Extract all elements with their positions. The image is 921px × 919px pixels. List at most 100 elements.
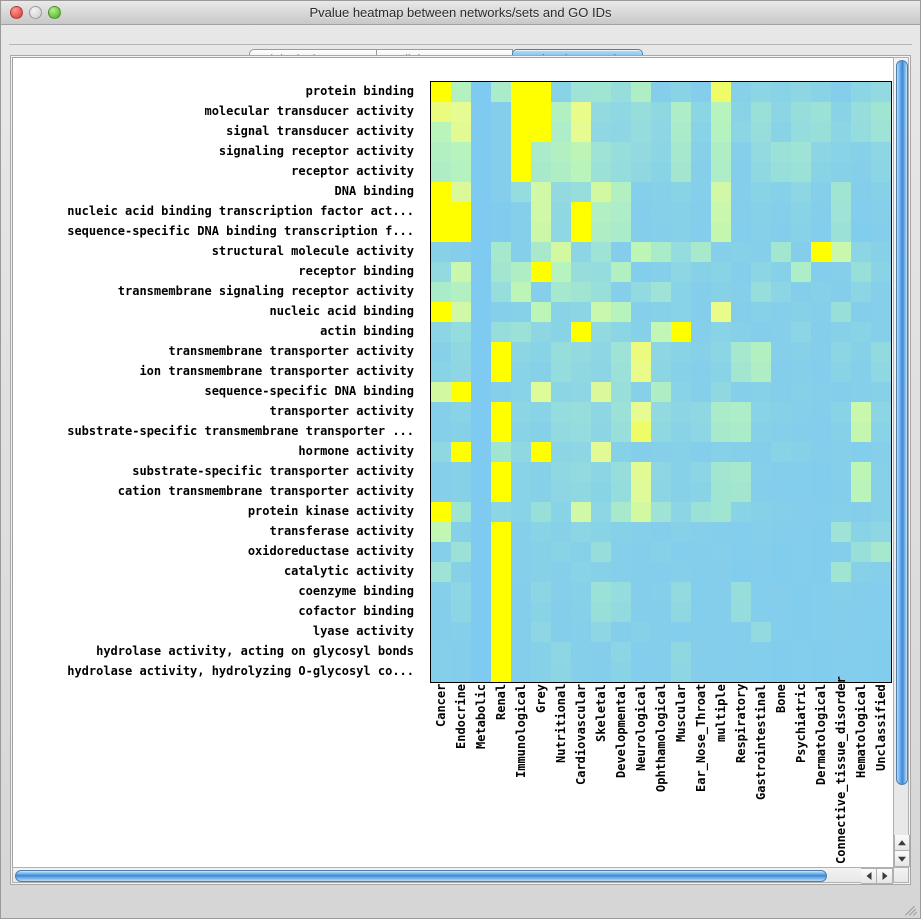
heatmap-cell[interactable] <box>631 122 651 142</box>
heatmap-cell[interactable] <box>711 122 731 142</box>
heatmap-cell[interactable] <box>491 82 511 102</box>
heatmap-cell[interactable] <box>431 502 451 522</box>
heatmap-cell[interactable] <box>791 582 811 602</box>
heatmap-cell[interactable] <box>831 282 851 302</box>
heatmap-cell[interactable] <box>791 402 811 422</box>
heatmap-cell[interactable] <box>811 562 831 582</box>
heatmap-cell[interactable] <box>831 142 851 162</box>
heatmap-cell[interactable] <box>691 382 711 402</box>
heatmap-cell[interactable] <box>651 582 671 602</box>
heatmap-cell[interactable] <box>651 342 671 362</box>
heatmap-cell[interactable] <box>751 242 771 262</box>
heatmap-cell[interactable] <box>431 322 451 342</box>
heatmap-cell[interactable] <box>491 242 511 262</box>
heatmap-cell[interactable] <box>751 342 771 362</box>
heatmap-cell[interactable] <box>811 282 831 302</box>
heatmap-cell[interactable] <box>631 662 651 682</box>
heatmap-cell[interactable] <box>571 502 591 522</box>
heatmap-cell[interactable] <box>631 582 651 602</box>
heatmap-cell[interactable] <box>751 422 771 442</box>
heatmap-cell[interactable] <box>651 242 671 262</box>
heatmap-cell[interactable] <box>451 402 471 422</box>
heatmap-cell[interactable] <box>631 442 651 462</box>
heatmap-cell[interactable] <box>871 502 891 522</box>
heatmap-cell[interactable] <box>791 82 811 102</box>
heatmap-cell[interactable] <box>811 402 831 422</box>
heatmap-cell[interactable] <box>671 362 691 382</box>
heatmap-cell[interactable] <box>831 522 851 542</box>
heatmap-cell[interactable] <box>731 622 751 642</box>
heatmap-cell[interactable] <box>691 262 711 282</box>
heatmap-cell[interactable] <box>631 182 651 202</box>
heatmap-cell[interactable] <box>591 502 611 522</box>
heatmap-cell[interactable] <box>611 182 631 202</box>
heatmap-cell[interactable] <box>531 122 551 142</box>
heatmap-cell[interactable] <box>531 442 551 462</box>
heatmap-cell[interactable] <box>751 642 771 662</box>
heatmap-cell[interactable] <box>871 422 891 442</box>
heatmap-cell[interactable] <box>731 282 751 302</box>
heatmap-cell[interactable] <box>631 502 651 522</box>
heatmap-cell[interactable] <box>591 622 611 642</box>
heatmap-cell[interactable] <box>571 362 591 382</box>
heatmap-cell[interactable] <box>771 142 791 162</box>
heatmap-cell[interactable] <box>571 182 591 202</box>
heatmap-cell[interactable] <box>611 122 631 142</box>
heatmap-cell[interactable] <box>451 382 471 402</box>
heatmap-cell[interactable] <box>531 102 551 122</box>
heatmap-cell[interactable] <box>431 422 451 442</box>
heatmap-cell[interactable] <box>751 562 771 582</box>
heatmap-cell[interactable] <box>731 102 751 122</box>
heatmap-cell[interactable] <box>451 222 471 242</box>
heatmap-cell[interactable] <box>651 122 671 142</box>
heatmap-cell[interactable] <box>791 462 811 482</box>
heatmap-cell[interactable] <box>871 322 891 342</box>
heatmap-cell[interactable] <box>611 642 631 662</box>
heatmap-cell[interactable] <box>531 182 551 202</box>
heatmap-cell[interactable] <box>871 402 891 422</box>
heatmap-cell[interactable] <box>831 602 851 622</box>
heatmap-cell[interactable] <box>651 142 671 162</box>
heatmap-cell[interactable] <box>471 282 491 302</box>
heatmap-cell[interactable] <box>851 562 871 582</box>
heatmap-cell[interactable] <box>871 442 891 462</box>
heatmap-cell[interactable] <box>711 302 731 322</box>
heatmap-cell[interactable] <box>751 662 771 682</box>
heatmap-cell[interactable] <box>591 402 611 422</box>
heatmap-cell[interactable] <box>651 542 671 562</box>
heatmap-cell[interactable] <box>631 242 651 262</box>
heatmap-cell[interactable] <box>531 282 551 302</box>
heatmap-cell[interactable] <box>691 142 711 162</box>
heatmap-cell[interactable] <box>851 362 871 382</box>
heatmap-cell[interactable] <box>471 642 491 662</box>
heatmap-cell[interactable] <box>631 382 651 402</box>
heatmap-cell[interactable] <box>851 582 871 602</box>
heatmap-cell[interactable] <box>711 662 731 682</box>
heatmap-cell[interactable] <box>611 202 631 222</box>
heatmap-cell[interactable] <box>691 202 711 222</box>
heatmap-cell[interactable] <box>731 142 751 162</box>
heatmap-cell[interactable] <box>831 422 851 442</box>
heatmap-cell[interactable] <box>511 422 531 442</box>
heatmap-cell[interactable] <box>431 162 451 182</box>
heatmap-cell[interactable] <box>671 122 691 142</box>
heatmap-cell[interactable] <box>531 382 551 402</box>
heatmap-cell[interactable] <box>811 202 831 222</box>
heatmap-cell[interactable] <box>791 562 811 582</box>
horizontal-scrollbar[interactable] <box>12 867 894 884</box>
heatmap-cell[interactable] <box>451 602 471 622</box>
heatmap-cell[interactable] <box>791 622 811 642</box>
heatmap-cell[interactable] <box>611 242 631 262</box>
heatmap-cell[interactable] <box>851 242 871 262</box>
heatmap-cell[interactable] <box>651 622 671 642</box>
heatmap-cell[interactable] <box>731 342 751 362</box>
heatmap-cell[interactable] <box>691 362 711 382</box>
heatmap-cell[interactable] <box>591 262 611 282</box>
heatmap-cell[interactable] <box>691 302 711 322</box>
heatmap-cell[interactable] <box>591 382 611 402</box>
heatmap-cell[interactable] <box>871 642 891 662</box>
heatmap-cell[interactable] <box>831 162 851 182</box>
heatmap-cell[interactable] <box>791 322 811 342</box>
heatmap-cell[interactable] <box>811 142 831 162</box>
heatmap-cell[interactable] <box>431 442 451 462</box>
